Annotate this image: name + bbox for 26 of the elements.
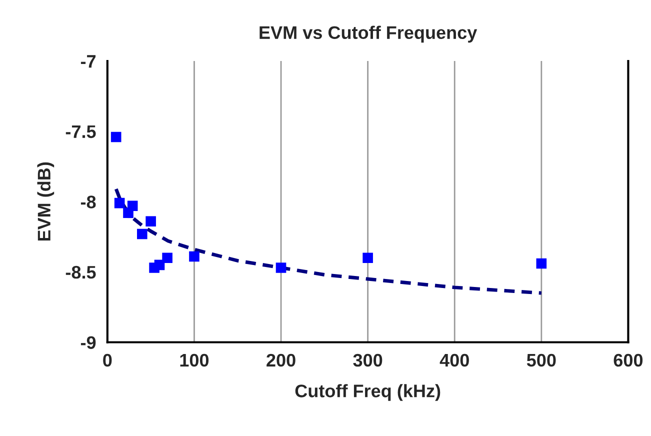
y-axis-title: EVM (dB) bbox=[37, 162, 54, 241]
point bbox=[536, 258, 547, 269]
point bbox=[189, 251, 200, 262]
x-tick-label: 300 bbox=[353, 354, 382, 367]
x-axis-title: Cutoff Freq (kHz) bbox=[295, 384, 440, 401]
chart-title: EVM vs Cutoff Frequency bbox=[260, 26, 478, 43]
x-tick-label: 200 bbox=[266, 354, 296, 367]
line-series bbox=[114, 187, 544, 295]
x-tick-label: 100 bbox=[180, 354, 209, 367]
y-tick-label: -8 bbox=[80, 196, 96, 208]
x-tick-label: 0 bbox=[103, 354, 112, 367]
point bbox=[362, 252, 373, 264]
y-tick-label: -7.5 bbox=[66, 125, 96, 138]
point bbox=[127, 200, 138, 212]
x-tick-label: 500 bbox=[526, 354, 556, 367]
y-tick-label: -9 bbox=[80, 336, 96, 349]
y-tick-label: -7 bbox=[80, 55, 96, 68]
point bbox=[114, 198, 125, 208]
y-tick-label: -8.5 bbox=[66, 266, 96, 279]
point bbox=[110, 132, 122, 142]
x-tick-label: 600 bbox=[614, 354, 643, 367]
point bbox=[136, 228, 148, 240]
point bbox=[146, 216, 156, 226]
point bbox=[162, 252, 172, 264]
point bbox=[276, 262, 286, 273]
x-tick-label: 400 bbox=[440, 354, 469, 367]
